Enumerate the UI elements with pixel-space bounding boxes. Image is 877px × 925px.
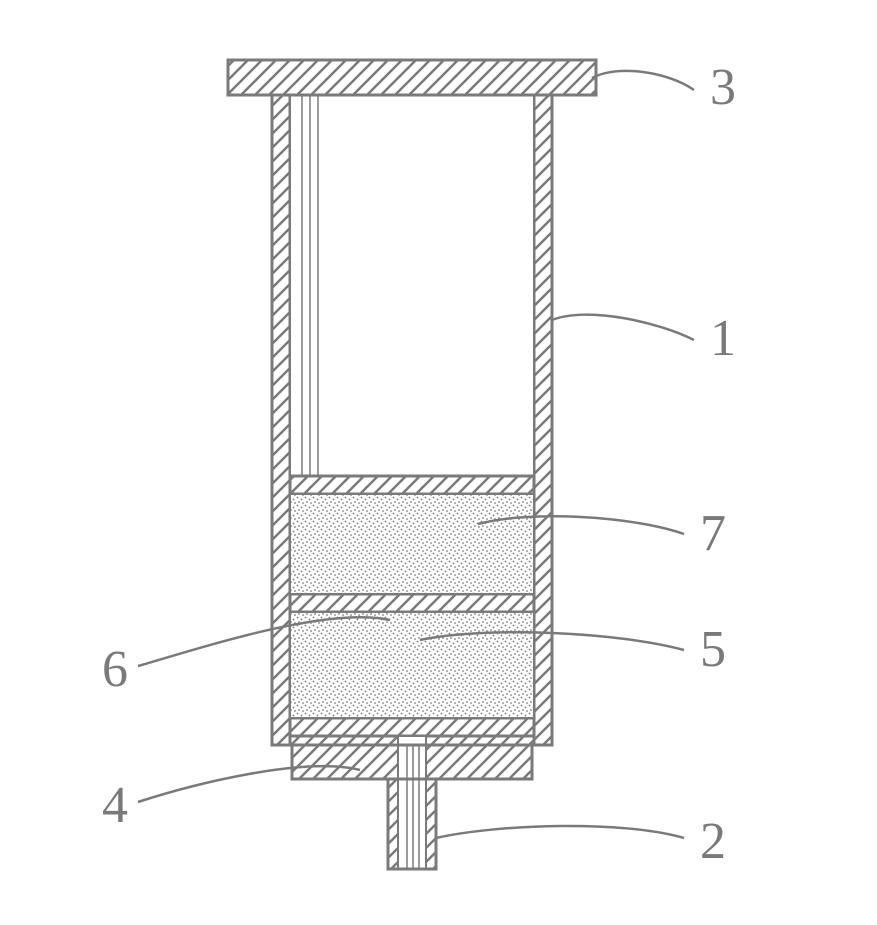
packed-bed-lower xyxy=(290,612,534,718)
frit-middle xyxy=(290,594,534,612)
leader-line xyxy=(436,826,684,838)
frit-bottom xyxy=(290,718,534,736)
leader-line xyxy=(592,71,694,90)
diagram-canvas: 1 2 3 4 5 6 7 xyxy=(0,0,877,925)
label-2: 2 xyxy=(700,813,726,870)
label-4: 4 xyxy=(102,777,128,834)
packed-bed-upper xyxy=(290,494,534,594)
leader-line xyxy=(552,315,694,340)
flange xyxy=(228,60,596,95)
label-5: 5 xyxy=(700,621,726,678)
tip-channel xyxy=(398,736,426,779)
frit-top xyxy=(290,476,534,494)
body-wall-left xyxy=(272,95,290,745)
label-1: 1 xyxy=(710,310,736,367)
label-6: 6 xyxy=(102,641,128,698)
body-wall-right xyxy=(534,95,552,745)
label-3: 3 xyxy=(710,59,736,116)
label-7: 7 xyxy=(700,505,726,562)
